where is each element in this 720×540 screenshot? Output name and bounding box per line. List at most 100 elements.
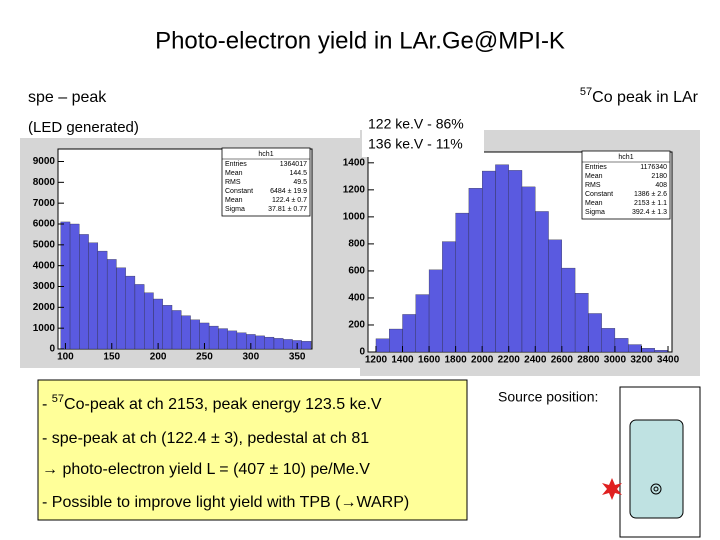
note-prefix: - xyxy=(42,396,52,413)
y-tick-label: 0 xyxy=(359,347,365,358)
source-label: Source position: xyxy=(498,389,598,405)
histogram-bar xyxy=(69,223,80,350)
histogram-bar xyxy=(495,164,509,353)
histogram-bar xyxy=(574,293,589,353)
histogram-bar xyxy=(561,267,576,353)
histogram-bar xyxy=(389,328,403,353)
histogram-bar xyxy=(134,284,145,350)
plots: 0 1000 2000 3000 4000 5000 6000 7000 8000 9000 100… xyxy=(33,147,680,366)
histogram-bar xyxy=(116,267,126,350)
histogram-bar xyxy=(106,259,117,350)
histogram-bar xyxy=(88,242,99,350)
x-tick-label: 300 xyxy=(242,352,259,363)
y-tick-label: 1000 xyxy=(33,323,56,334)
x-tick-label: 1400 xyxy=(391,355,414,366)
histogram-bar xyxy=(227,330,238,350)
energy-note: 136 ke.V - 11% xyxy=(368,136,463,152)
histogram-bar xyxy=(255,335,265,350)
histogram-bar xyxy=(375,338,390,353)
stats-value: 122.4 ± 0.7 xyxy=(272,197,307,204)
stats-key: Entries xyxy=(225,161,247,168)
histogram-bar xyxy=(455,212,470,353)
energy-note-box xyxy=(362,113,484,157)
notes-box xyxy=(37,379,468,521)
stats-key: RMS xyxy=(225,179,241,186)
stats-value: 1364017 xyxy=(280,161,307,168)
x-tick-label: 250 xyxy=(196,352,213,363)
y-tick-label: 7000 xyxy=(33,198,56,209)
y-tick-label: 1000 xyxy=(343,212,366,223)
histogram-bar xyxy=(218,328,228,350)
stats-key: Mean xyxy=(225,170,243,177)
y-tick-label: 600 xyxy=(348,266,365,277)
histogram-bar xyxy=(171,310,182,350)
x-tick-label: 3000 xyxy=(604,355,627,366)
histogram-bar xyxy=(402,314,416,353)
energy-note: 122 ke.V - 86% xyxy=(368,116,464,132)
histogram-bar xyxy=(125,275,136,350)
y-tick-label: 9000 xyxy=(33,156,56,167)
stats-key: Sigma xyxy=(585,209,605,216)
stats-value: 2153 ± 1.1 xyxy=(634,200,667,207)
histogram-bar xyxy=(641,348,655,353)
histogram-bar xyxy=(236,332,247,350)
histogram-bar xyxy=(628,344,642,353)
y-tick-label: 1400 xyxy=(343,157,366,168)
y-tick-label: 1200 xyxy=(343,184,366,195)
histogram-bar xyxy=(162,305,173,350)
x-tick-label: 3400 xyxy=(657,355,680,366)
stats-value: 1176340 xyxy=(640,164,667,171)
histogram-bar xyxy=(468,188,483,353)
histogram-bar xyxy=(482,170,496,353)
right-label: 57Co peak in LAr xyxy=(580,86,699,106)
histogram-bar xyxy=(614,338,629,353)
x-tick-label: 100 xyxy=(57,352,74,363)
x-tick-label: 2600 xyxy=(551,355,574,366)
histogram-bar xyxy=(60,221,71,350)
stats-value: 49.5 xyxy=(293,179,307,186)
stats-value: 6484 ± 19.9 xyxy=(270,188,307,195)
histogram-bar xyxy=(521,186,536,353)
x-tick-label: 1600 xyxy=(418,355,441,366)
y-tick-label: 6000 xyxy=(33,219,56,230)
stats-key: Constant xyxy=(585,191,613,198)
x-tick-label: 2400 xyxy=(524,355,547,366)
histogram-bar xyxy=(181,315,191,350)
histogram-bar xyxy=(588,313,602,353)
histogram-bar xyxy=(144,292,154,350)
detector xyxy=(629,419,684,519)
histogram-bar xyxy=(208,325,219,350)
histogram-bar xyxy=(601,328,616,353)
stats-key: Mean xyxy=(585,173,603,180)
histogram-bar xyxy=(97,250,108,350)
note: → photo-electron yield L = (407 ± 10) pe… xyxy=(42,461,370,478)
histogram-bar xyxy=(190,319,200,350)
crystal xyxy=(653,486,659,492)
crystal xyxy=(650,483,662,495)
histogram-bar xyxy=(508,170,523,353)
stats-key: Mean xyxy=(225,197,243,204)
histogram-bar xyxy=(428,269,443,353)
y-tick-label: 4000 xyxy=(33,260,56,271)
x-tick-label: 3200 xyxy=(630,355,653,366)
x-tick-label: 2000 xyxy=(471,355,494,366)
stats-value: 2180 xyxy=(651,173,667,180)
histogram-bar xyxy=(654,350,669,353)
stats-key: Entries xyxy=(585,164,607,171)
histogram-bar xyxy=(415,294,430,353)
stats-key: Sigma xyxy=(225,206,245,213)
y-tick-label: 5000 xyxy=(33,239,56,250)
histogram-bar xyxy=(283,339,293,350)
note: - 57Co-peak at ch 2153, peak energy 123.… xyxy=(42,393,382,413)
x-tick-label: 350 xyxy=(289,352,306,363)
left-label: spe – peak xyxy=(28,89,107,106)
note: - spe-peak at ch (122.4 ± 3), pedestal a… xyxy=(42,430,369,447)
right-label-text: Co peak in LAr xyxy=(592,89,699,106)
stats-box xyxy=(581,150,671,220)
x-tick-label: 1800 xyxy=(444,355,467,366)
histogram-bar xyxy=(301,341,312,350)
stats-value: 37.81 ± 0.77 xyxy=(268,206,307,213)
x-tick-label: 2800 xyxy=(577,355,600,366)
y-tick-label: 8000 xyxy=(33,177,56,188)
histogram-bar xyxy=(535,211,549,353)
